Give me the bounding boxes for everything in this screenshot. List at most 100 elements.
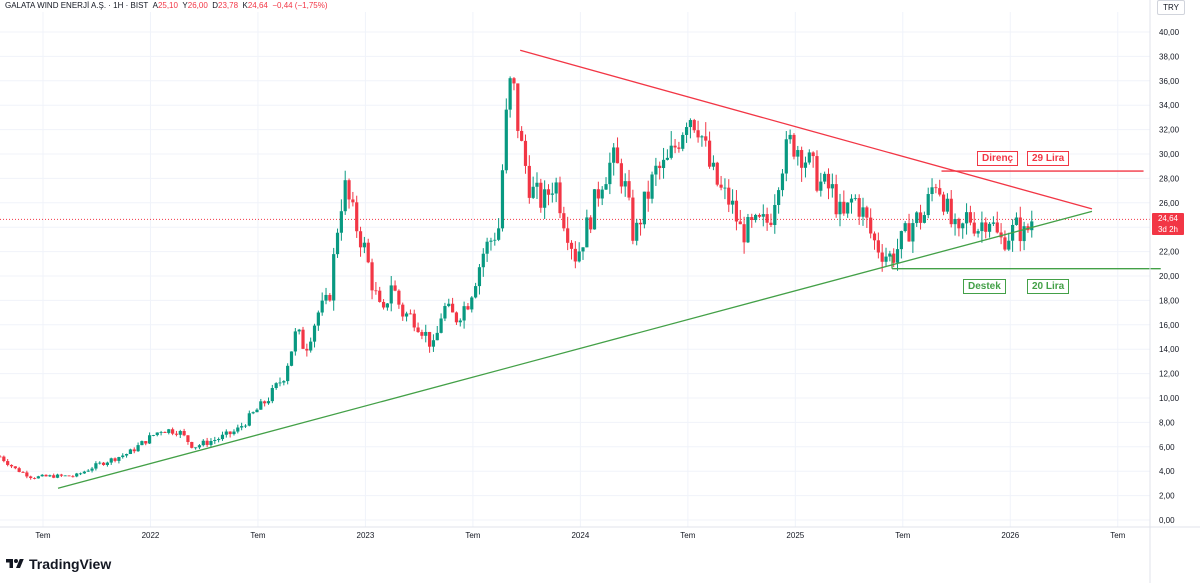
currency-button[interactable]: TRY — [1157, 0, 1185, 15]
candle-body — [608, 162, 612, 185]
candle-body — [750, 217, 754, 220]
candle-body — [263, 401, 267, 404]
candle-body — [424, 331, 428, 336]
candle-body — [527, 165, 531, 198]
candle-body — [201, 440, 205, 446]
candle-body — [692, 120, 696, 131]
candle-body — [40, 474, 44, 477]
change-value: −0,44 (−1,75%) — [272, 1, 328, 10]
candle-body — [412, 313, 416, 328]
symbol-title[interactable]: GALATA WIND ENERJİ A.Ş. · 1H · BIST — [5, 1, 149, 10]
candle-body — [324, 294, 328, 301]
candle-body — [121, 455, 125, 458]
candle-body — [259, 401, 263, 410]
candle-body — [205, 440, 209, 445]
candle-body — [581, 247, 585, 252]
brand-name: TradingView — [29, 556, 112, 572]
price-tick-label: 14,00 — [1159, 345, 1180, 354]
candle-body — [600, 189, 604, 199]
candle-body — [309, 341, 313, 351]
candle-body — [546, 189, 551, 195]
candle-body — [972, 222, 976, 234]
candle-body — [78, 473, 83, 475]
candle-body — [734, 200, 739, 222]
high-value: 26,00 — [187, 1, 208, 10]
candle-body — [401, 304, 405, 317]
candle-body — [48, 475, 52, 477]
candle-body — [826, 173, 831, 189]
candle-body — [838, 201, 842, 215]
price-tick-label: 28,00 — [1159, 174, 1180, 183]
candle-body — [420, 332, 424, 336]
candle-body — [631, 197, 635, 241]
candle-body — [658, 165, 662, 169]
candle-body — [270, 388, 274, 402]
time-axis[interactable]: Tem 2022 Tem 2023 Tem 2024 Tem 2025 Tem 2026 Tem — [0, 526, 1200, 540]
tradingview-logo[interactable]: TradingView — [4, 555, 111, 573]
resistance-name-label[interactable]: Direnç — [977, 151, 1019, 166]
candle-body — [474, 286, 478, 298]
candle-body — [938, 188, 942, 195]
bar-countdown: 3d 2h — [1157, 225, 1179, 234]
price-tick-label: 18,00 — [1159, 296, 1180, 305]
candle-body — [209, 441, 213, 445]
price-axis[interactable]: 0,00 2,00 4,00 6,00 8,00 10,00 12,00 14,00 16,00… — [1149, 0, 1180, 583]
resistance-trendline — [520, 49, 1093, 210]
candle-body — [117, 457, 121, 461]
candle-body — [949, 198, 953, 225]
last-price-tag: 24,64 3d 2h — [1152, 213, 1184, 235]
candle-body — [397, 290, 401, 305]
candle-body — [190, 441, 194, 448]
candle-body — [312, 325, 317, 342]
candle-body — [255, 409, 259, 413]
candle-body — [13, 466, 17, 469]
candle-body — [178, 431, 182, 435]
candle-body — [646, 191, 650, 199]
candle-body — [523, 140, 528, 166]
candle-body — [109, 458, 113, 463]
candle-body — [381, 301, 386, 308]
candle-body — [872, 233, 877, 241]
chart-grid — [0, 12, 1150, 527]
trendline-drawings[interactable] — [57, 49, 1161, 489]
candle-body — [86, 470, 90, 472]
low-label: D — [212, 1, 219, 10]
candle-body — [305, 348, 309, 351]
time-tick-label: Tem — [250, 531, 265, 540]
candle-body — [800, 150, 804, 168]
candle-body — [21, 471, 25, 473]
candle-body — [773, 204, 777, 225]
candle-body — [147, 435, 152, 444]
candle-body — [94, 463, 98, 469]
candle-body — [335, 232, 340, 255]
candle-body — [347, 180, 351, 200]
candle-body — [194, 447, 198, 449]
candle-body — [700, 136, 704, 138]
candle-body — [366, 242, 370, 263]
time-tick-label: 2022 — [142, 531, 160, 540]
candle-body — [32, 478, 37, 479]
candle-body — [431, 340, 436, 347]
support-name-label[interactable]: Destek — [963, 279, 1006, 294]
support-value-label[interactable]: 20 Lira — [1027, 279, 1070, 294]
resistance-value-label[interactable]: 29 Lira — [1027, 151, 1070, 166]
candle-body — [612, 147, 616, 163]
support-trendline — [57, 210, 1093, 489]
candle-body — [228, 431, 232, 435]
candle-body — [1018, 217, 1022, 242]
candle-body — [1014, 217, 1019, 225]
candle-body — [807, 152, 811, 163]
candle-body — [857, 198, 861, 217]
candle-body — [788, 134, 792, 140]
candle-body — [113, 458, 117, 461]
candle-body — [520, 130, 524, 141]
time-tick-label: 2026 — [1001, 531, 1019, 540]
candle-body — [696, 130, 700, 138]
candle-body — [282, 381, 286, 383]
high-label: Y — [182, 1, 188, 10]
price-tick-label: 30,00 — [1159, 150, 1180, 159]
open-value: 25,10 — [157, 1, 178, 10]
candle-body — [907, 223, 911, 242]
candle-body — [991, 222, 996, 224]
